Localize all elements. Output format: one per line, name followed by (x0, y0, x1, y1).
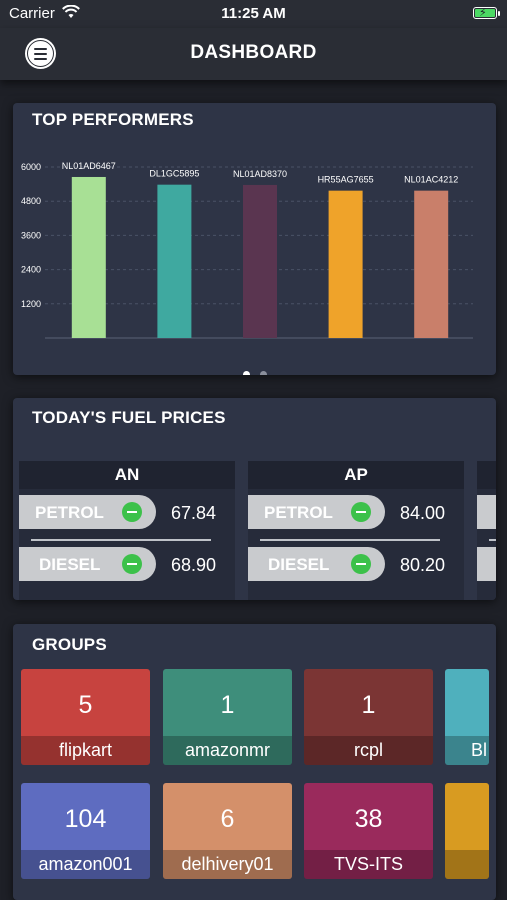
bar-label: HR55AG7655 (318, 175, 374, 185)
bar-HR55AG7655[interactable] (328, 190, 363, 338)
group-tile-amazonmr[interactable]: 1 amazonmr (163, 669, 292, 765)
battery-icon: ⚡ (473, 7, 500, 19)
diesel-pill[interactable]: DIESEL (19, 547, 156, 581)
wifi-icon (62, 4, 80, 23)
group-count: 104 (64, 805, 107, 833)
group-name: amazonmr (163, 736, 292, 765)
carrier-label: Carrier (9, 5, 55, 22)
petrol-pill[interactable]: PETROL (19, 495, 156, 529)
bar-label: NL01AD8370 (233, 169, 287, 179)
group-count: 38 (354, 805, 383, 833)
divider (31, 539, 211, 541)
minus-icon (122, 502, 142, 522)
fuel-state-next[interactable] (477, 461, 496, 600)
petrol-price: 84.00 (400, 503, 446, 523)
groups-title: GROUPS (32, 635, 107, 654)
minus-icon (351, 554, 371, 574)
diesel-label: DIESEL (268, 555, 330, 574)
group-tile-partial[interactable]: Bl (445, 669, 489, 765)
petrol-label: PETROL (35, 503, 104, 522)
fuel-state-ap[interactable]: AP PETROL 84.00 DIESEL 80.20 (248, 461, 464, 600)
status-bar: Carrier 11:25 AM ⚡ (0, 0, 507, 28)
page-title: DASHBOARD (190, 42, 317, 63)
bar-label: DL1GC5895 (149, 169, 199, 179)
chart-pager[interactable] (13, 365, 496, 375)
petrol-pill[interactable]: PETROL (248, 495, 385, 529)
group-count: 5 (78, 691, 93, 719)
fuel-prices-title: TODAY'S FUEL PRICES (32, 408, 226, 427)
group-count: 1 (361, 691, 376, 719)
group-name: Bl (445, 736, 489, 765)
diesel-pill[interactable]: DIESEL (248, 547, 385, 581)
fuel-prices-card: TODAY'S FUEL PRICES AN PETROL 67.84 DIES… (13, 398, 496, 600)
group-count: 6 (220, 805, 235, 833)
petrol-price: 67.84 (171, 503, 217, 523)
top-performers-title: TOP PERFORMERS (32, 110, 194, 129)
diesel-price: 80.20 (400, 555, 446, 575)
group-name: TVS-ITS (304, 850, 433, 879)
fuel-state-label: AN (19, 461, 235, 489)
bar-DL1GC5895[interactable] (157, 184, 192, 338)
minus-icon (351, 502, 371, 522)
group-name: rcpl (304, 736, 433, 765)
bar-NL01AD8370[interactable] (243, 184, 277, 338)
group-name: amazon001 (21, 850, 150, 879)
group-tile-flipkart[interactable]: 5 flipkart (21, 669, 150, 765)
app-header: DASHBOARD (0, 28, 507, 80)
diesel-label: DIESEL (39, 555, 101, 574)
diesel-price: 68.90 (171, 555, 217, 575)
bar-label: NL01AD6467 (62, 161, 116, 171)
group-name: flipkart (21, 736, 150, 765)
bar-NL01AC4212[interactable] (414, 190, 449, 338)
y-tick-label: 3600 (21, 230, 41, 240)
top-performers-card: TOP PERFORMERS 1200 2400 3600 4800 6000 NL01A… (13, 103, 496, 375)
y-tick-label: 1200 (21, 299, 41, 309)
group-tile-tvs-its[interactable]: 38 TVS-ITS (304, 783, 433, 879)
pager-dot-2[interactable] (259, 371, 267, 375)
minus-icon (122, 554, 142, 574)
top-performers-chart[interactable]: 1200 2400 3600 4800 6000 NL01AD6467 DL1GC5895 N… (13, 103, 496, 375)
petrol-label: PETROL (264, 503, 333, 522)
bar-NL01AD6467[interactable] (71, 176, 106, 338)
divider (260, 539, 440, 541)
group-name: delhivery01 (163, 850, 292, 879)
pager-dot-1[interactable] (242, 371, 250, 375)
group-tile-delhivery01[interactable]: 6 delhivery01 (163, 783, 292, 879)
y-tick-label: 4800 (21, 196, 41, 206)
menu-button[interactable] (25, 38, 56, 69)
group-tile-rcpl[interactable]: 1 rcpl (304, 669, 433, 765)
group-name (445, 850, 489, 879)
status-time: 11:25 AM (221, 5, 286, 22)
fuel-state-an[interactable]: AN PETROL 67.84 DIESEL 68.90 (19, 461, 235, 600)
group-tile-partial[interactable] (445, 783, 489, 879)
group-count: 1 (220, 691, 235, 719)
group-tile-amazon001[interactable]: 104 amazon001 (21, 783, 150, 879)
groups-card: GROUPS 5 flipkart 1 amazonmr 1 rcpl Bl 1… (13, 624, 496, 900)
fuel-state-label: AP (248, 461, 464, 489)
y-tick-label: 2400 (21, 265, 41, 275)
y-tick-label: 6000 (21, 162, 41, 172)
bar-label: NL01AC4212 (404, 175, 458, 185)
